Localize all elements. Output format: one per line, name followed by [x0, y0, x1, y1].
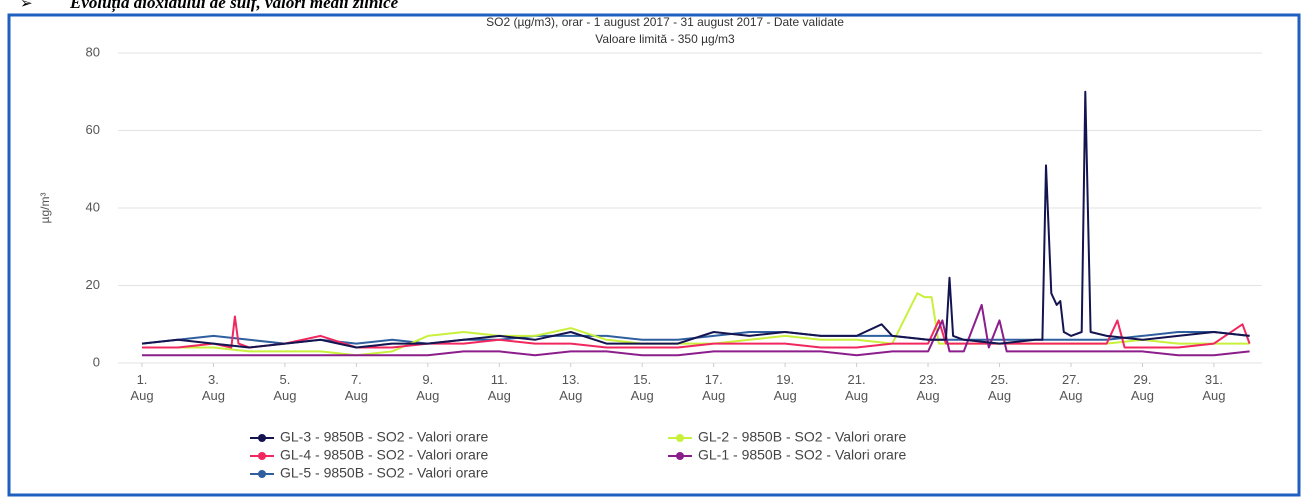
- x-tick-label-line: 21.: [848, 372, 866, 387]
- x-tick-label-line: 17.: [705, 372, 723, 387]
- y-axis-label: µg/m³: [38, 193, 52, 224]
- x-tick-label-line: Aug: [1202, 388, 1225, 403]
- heading: Evoluția dioxidului de sulf, valori medi…: [69, 0, 399, 13]
- legend-label: GL-4 - 9850B - SO2 - Valori orare: [280, 447, 488, 463]
- x-tick-label-line: Aug: [416, 388, 439, 403]
- x-tick-label-line: 9.: [422, 372, 433, 387]
- x-tick-label: 3. Aug: [202, 372, 225, 403]
- x-tick-label-line: Aug: [273, 388, 296, 403]
- bullet: ➢: [20, 0, 33, 12]
- x-tick-label: 19. Aug: [774, 372, 797, 403]
- x-tick-label-line: 13.: [562, 372, 580, 387]
- x-tick-label-line: 25.: [990, 372, 1008, 387]
- series-line: [142, 303, 1250, 357]
- x-tick-label-line: 29.: [1133, 372, 1151, 387]
- x-tick-label-line: Aug: [202, 388, 225, 403]
- legend-label: GL-3 - 9850B - SO2 - Valori orare: [280, 429, 488, 445]
- legend-marker: [676, 452, 684, 460]
- x-tick-label: 9. Aug: [416, 372, 439, 403]
- x-tick-label-line: 31.: [1205, 372, 1223, 387]
- x-tick-label-line: Aug: [130, 388, 153, 403]
- x-tick-label-line: Aug: [702, 388, 725, 403]
- legend-marker: [258, 452, 266, 460]
- legend-label: GL-5 - 9850B - SO2 - Valori orare: [280, 465, 488, 481]
- x-tick-label-line: 27.: [1062, 372, 1080, 387]
- x-tick-label-line: Aug: [916, 388, 939, 403]
- x-tick-label: 23. Aug: [916, 372, 939, 403]
- legend-marker: [676, 434, 684, 442]
- legend-marker: [258, 434, 266, 442]
- x-tick-label-line: 7.: [351, 372, 362, 387]
- x-tick-label-line: Aug: [488, 388, 511, 403]
- x-tick-label-line: Aug: [631, 388, 654, 403]
- x-tick-label: 5. Aug: [273, 372, 296, 403]
- series-line: [141, 90, 1250, 349]
- x-tick-label-line: Aug: [1131, 388, 1154, 403]
- y-tick-label: 40: [86, 199, 100, 214]
- legend-marker: [258, 470, 266, 478]
- x-tick-label-line: Aug: [1059, 388, 1082, 403]
- x-tick-label: 7. Aug: [345, 372, 368, 403]
- x-tick-label-line: Aug: [345, 388, 368, 403]
- x-tick-label-line: Aug: [559, 388, 582, 403]
- x-tick-label-line: 11.: [491, 372, 508, 387]
- x-tick-label-line: 19.: [776, 372, 794, 387]
- x-tick-label: 11. Aug: [488, 372, 511, 403]
- chart-subtitle: Valoare limită - 350 µg/m3: [595, 32, 735, 46]
- x-tick-label-line: 23.: [919, 372, 937, 387]
- x-tick-label: 15. Aug: [631, 372, 654, 403]
- legend-label: GL-1 - 9850B - SO2 - Valori orare: [698, 447, 906, 463]
- y-tick-label: 80: [86, 44, 100, 59]
- x-tick-label: 17. Aug: [702, 372, 725, 403]
- x-tick-label: 21. Aug: [845, 372, 868, 403]
- x-tick-label: 1. Aug: [130, 372, 153, 403]
- x-tick-label: 27. Aug: [1059, 372, 1082, 403]
- x-tick-label: 13. Aug: [559, 372, 582, 403]
- x-tick-label-line: 5.: [279, 372, 290, 387]
- x-tick-label-line: 15.: [633, 372, 651, 387]
- y-tick-label: 20: [86, 277, 100, 292]
- x-tick-label-line: 3.: [208, 372, 219, 387]
- legend-label: GL-2 - 9850B - SO2 - Valori orare: [698, 429, 906, 445]
- y-tick-label: 60: [86, 122, 100, 137]
- x-tick-label-line: 1.: [137, 372, 148, 387]
- x-tick-label: 31. Aug: [1202, 372, 1225, 403]
- frame: [7, 13, 1301, 497]
- y-tick-label: 0: [93, 354, 100, 369]
- x-tick-label-line: Aug: [845, 388, 868, 403]
- x-tick-label: 29. Aug: [1131, 372, 1154, 403]
- x-tick-label-line: Aug: [988, 388, 1011, 403]
- x-tick-label-line: Aug: [774, 388, 797, 403]
- x-tick-label: 25. Aug: [988, 372, 1011, 403]
- chart-title: SO2 (µg/m3), orar - 1 august 2017 - 31 a…: [486, 15, 844, 29]
